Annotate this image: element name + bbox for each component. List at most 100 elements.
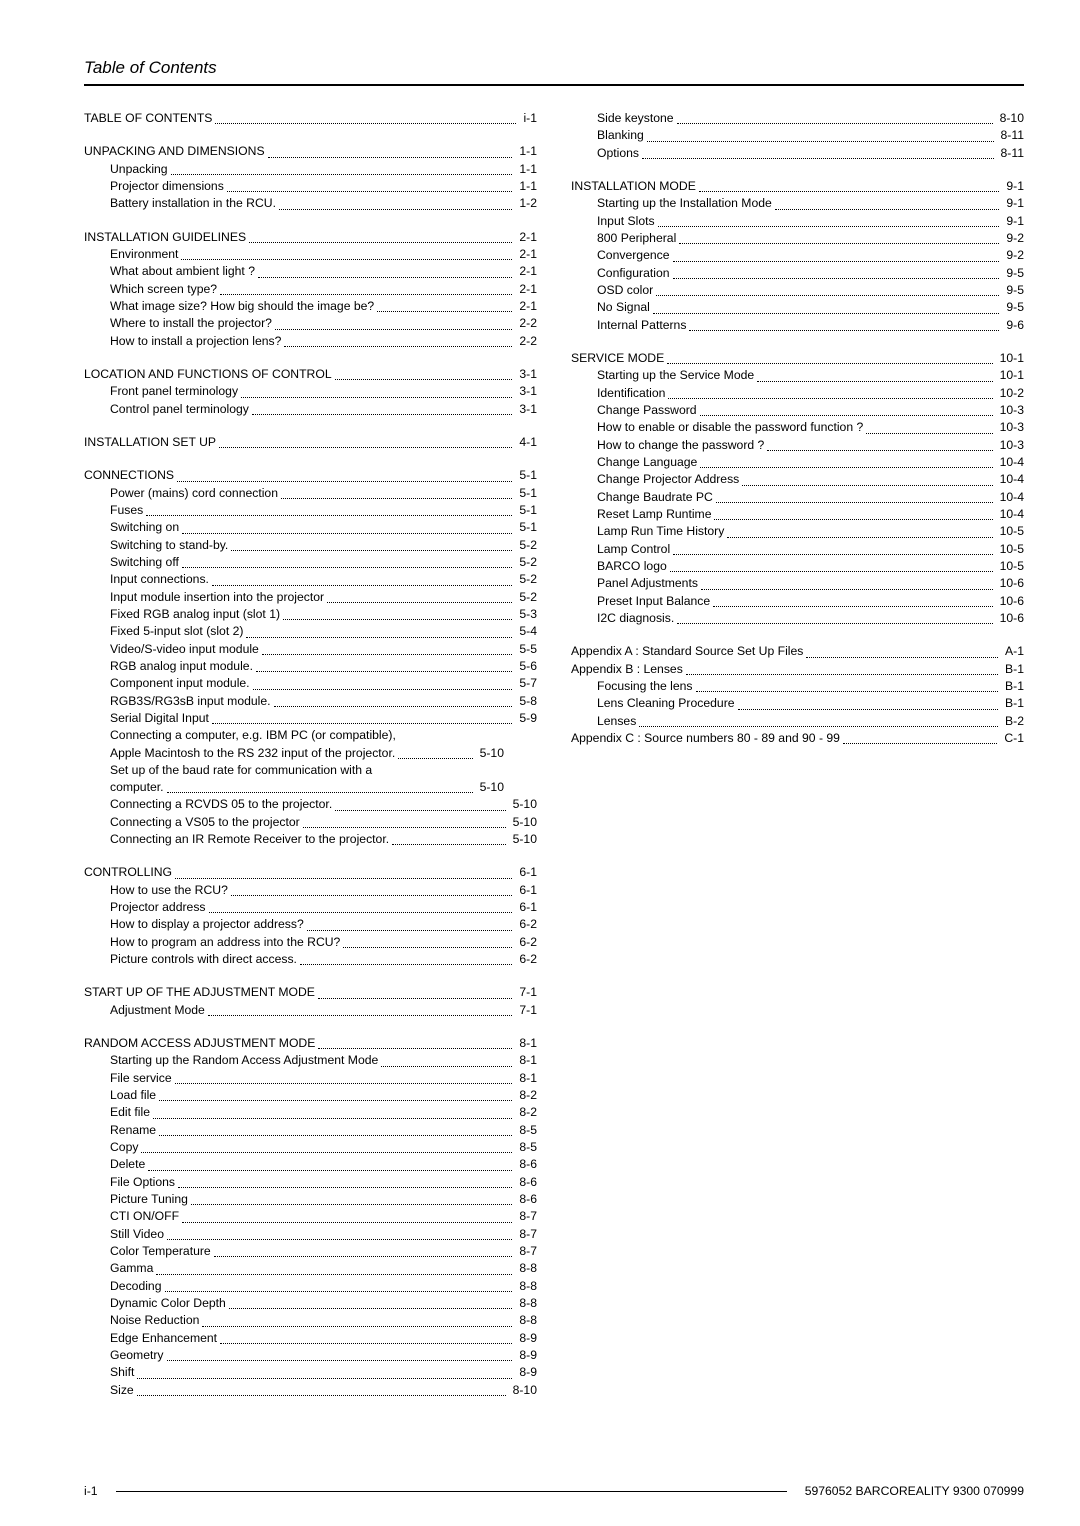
toc-leader [673, 278, 1000, 279]
toc-entry-label: Change Password [571, 402, 697, 419]
toc-entry: Fuses5-1 [84, 502, 537, 519]
toc-entry-label: OSD color [571, 282, 653, 299]
toc-entry: Projector dimensions1-1 [84, 178, 537, 195]
toc-entry-page: 8-5 [515, 1139, 537, 1156]
toc-entry: Decoding8-8 [84, 1278, 537, 1295]
toc-leader [700, 467, 992, 468]
toc-entry: Change Baudrate PC10-4 [571, 489, 1024, 506]
toc-entry-page: 8-5 [515, 1122, 537, 1139]
toc-leader [727, 537, 992, 538]
toc-section: CONTROLLING6-1How to use the RCU?6-1Proj… [84, 864, 537, 968]
toc-entry: INSTALLATION SET UP4-1 [84, 434, 537, 451]
toc-entry: RGB analog input module.5-6 [84, 658, 537, 675]
toc-leader [137, 1395, 506, 1396]
toc-entry-page: 8-7 [515, 1226, 537, 1243]
toc-entry-label: Configuration [571, 265, 670, 282]
toc-entry-page: B-2 [1001, 713, 1024, 730]
toc-leader [377, 311, 512, 312]
toc-entry-label: Input module insertion into the projecto… [84, 589, 324, 606]
toc-entry: Power (mains) cord connection5-1 [84, 485, 537, 502]
toc-leader [686, 674, 998, 675]
toc-leader [757, 381, 992, 382]
toc-entry: CONNECTIONS5-1 [84, 467, 537, 484]
toc-leader [639, 726, 998, 727]
toc-leader [159, 1100, 512, 1101]
toc-entry-page: 9-5 [1002, 299, 1024, 316]
toc-entry: Lens Cleaning ProcedureB-1 [571, 695, 1024, 712]
toc-entry-label: Reset Lamp Runtime [571, 506, 711, 523]
toc-entry-label: Starting up the Service Mode [571, 367, 754, 384]
toc-entry: Control panel terminology3-1 [84, 401, 537, 418]
toc-entry-label: Fixed 5-input slot (slot 2) [84, 623, 243, 640]
toc-entry-page: 10-5 [996, 541, 1024, 558]
toc-entry-label: LOCATION AND FUNCTIONS OF CONTROL [84, 366, 332, 383]
toc-entry-label: How to change the password ? [571, 437, 764, 454]
toc-entry: How to install a projection lens?2-2 [84, 333, 537, 350]
toc-leader [253, 689, 513, 690]
toc-entry-label: Rename [84, 1122, 156, 1139]
toc-entry: Internal Patterns9-6 [571, 317, 1024, 334]
toc-entry-page: 10-3 [996, 437, 1024, 454]
toc-entry-label: Change Baudrate PC [571, 489, 713, 506]
toc-entry-page: 8-9 [515, 1330, 537, 1347]
toc-entry-label: I2C diagnosis. [571, 610, 674, 627]
toc-entry: Environment2-1 [84, 246, 537, 263]
toc-leader [343, 947, 512, 948]
toc-entry-page: 8-6 [515, 1174, 537, 1191]
toc-entry-page: 10-6 [996, 575, 1024, 592]
toc-entry-label: CONNECTIONS [84, 467, 174, 484]
toc-entry-label: What about ambient light ? [84, 263, 255, 280]
toc-leader [713, 606, 992, 607]
toc-entry-label: Video/S-video input module [84, 641, 259, 658]
toc-entry-label: Which screen type? [84, 281, 217, 298]
toc-entry-label: CONTROLLING [84, 864, 172, 881]
toc-entry-page: 8-11 [997, 145, 1025, 162]
toc-section: SERVICE MODE10-1Starting up the Service … [571, 350, 1024, 627]
toc-entry-page: 6-1 [515, 864, 537, 881]
toc-leader [274, 706, 513, 707]
toc-entry-page: 10-5 [996, 523, 1024, 540]
toc-entry-label: Fuses [84, 502, 143, 519]
toc-entry-page: A-1 [1001, 643, 1024, 660]
toc-entry: Switching to stand-by.5-2 [84, 537, 537, 554]
toc-entry-page: 8-7 [515, 1208, 537, 1225]
toc-entry: Preset Input Balance10-6 [571, 593, 1024, 610]
toc-right-column: Side keystone8-10Blanking8-11Options8-11… [571, 110, 1024, 1415]
toc-entry-page: 9-1 [1002, 213, 1024, 230]
toc-entry-label: BARCO logo [571, 558, 667, 575]
toc-leader [268, 157, 513, 158]
toc-leader [153, 1118, 512, 1119]
toc-entry: How to program an address into the RCU?6… [84, 934, 537, 951]
toc-entry-page: 8-1 [515, 1070, 537, 1087]
toc-entry: RANDOM ACCESS ADJUSTMENT MODE8-1 [84, 1035, 537, 1052]
toc-entry: TABLE OF CONTENTSi-1 [84, 110, 537, 127]
toc-leader [229, 1308, 513, 1309]
toc-leader [738, 709, 998, 710]
toc-entry-page: 5-2 [515, 554, 537, 571]
toc-leader [167, 792, 473, 793]
toc-leader [227, 191, 513, 192]
toc-entry-page: 5-10 [476, 779, 504, 796]
toc-entry: Copy8-5 [84, 1139, 537, 1156]
toc-entry-page: 5-10 [476, 745, 504, 762]
footer-doc-id: 5976052 BARCOREALITY 9300 070999 [805, 1484, 1024, 1498]
toc-leader [175, 1083, 513, 1084]
toc-entry-label: Still Video [84, 1226, 164, 1243]
toc-leader [202, 1326, 512, 1327]
toc-entry-label: Fixed RGB analog input (slot 1) [84, 606, 280, 623]
toc-entry-label: Projector address [84, 899, 206, 916]
toc-entry: Apple Macintosh to the RS 232 input of t… [84, 745, 504, 762]
toc-leader [182, 567, 512, 568]
toc-entry: SERVICE MODE10-1 [571, 350, 1024, 367]
toc-entry-label: Starting up the Random Access Adjustment… [84, 1052, 378, 1069]
toc-entry: What about ambient light ?2-1 [84, 263, 537, 280]
toc-entry-page: 5-6 [515, 658, 537, 675]
toc-entry: LensesB-2 [571, 713, 1024, 730]
toc-entry: Identification10-2 [571, 385, 1024, 402]
toc-entry-page: 10-1 [996, 367, 1024, 384]
toc-entry-label: RANDOM ACCESS ADJUSTMENT MODE [84, 1035, 315, 1052]
toc-columns: TABLE OF CONTENTSi-1UNPACKING AND DIMENS… [84, 110, 1024, 1415]
toc-entry-page: 9-2 [1002, 247, 1024, 264]
toc-leader [335, 379, 513, 380]
toc-entry-label: computer. [110, 779, 164, 796]
